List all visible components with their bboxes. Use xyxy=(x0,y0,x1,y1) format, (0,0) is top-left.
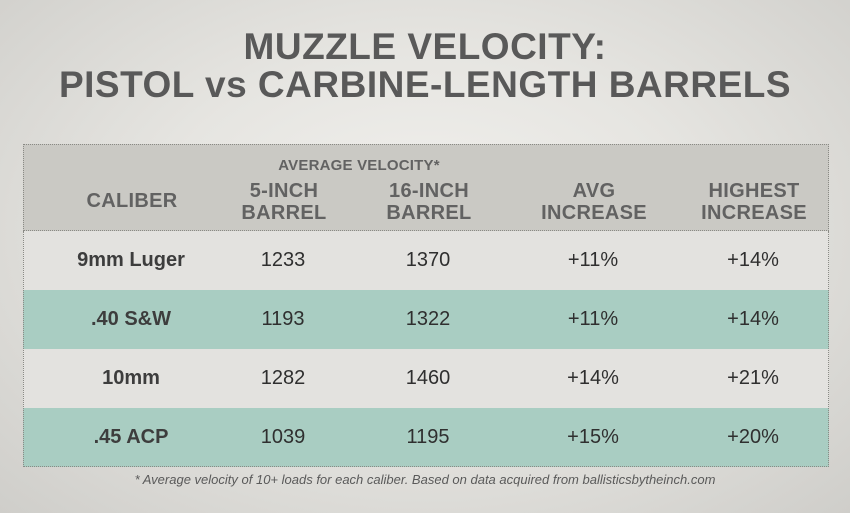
header-avg-increase-line-1: AVG xyxy=(572,180,616,202)
velocity-5-inch-cell: 1193 xyxy=(261,308,305,330)
avg-increase-cell: +11% xyxy=(567,249,619,271)
table-row: 9mm Luger 1233 1370 +11% +14% xyxy=(23,231,829,290)
table-header: AVERAGE VELOCITY* CALIBER 5-INCH BARREL … xyxy=(23,144,829,231)
header-16-inch: 16-INCH BARREL xyxy=(369,180,489,224)
highest-increase-cell: +21% xyxy=(727,367,779,389)
page-title-line-2: PISTOL vs CARBINE-LENGTH BARRELS xyxy=(58,64,792,105)
highest-increase-cell: +14% xyxy=(727,308,779,330)
velocity-5-inch-cell: 1282 xyxy=(260,367,306,389)
caliber-cell: 10mm xyxy=(102,367,160,389)
header-5-inch-line-2: BARREL xyxy=(241,202,327,224)
header-caliber: CALIBER xyxy=(86,190,178,212)
footnote: * Average velocity of 10+ loads for each… xyxy=(134,472,716,487)
header-16-inch-line-2: BARREL xyxy=(386,202,472,224)
velocity-table: AVERAGE VELOCITY* CALIBER 5-INCH BARREL … xyxy=(23,144,829,467)
velocity-16-inch-cell: 1322 xyxy=(405,308,451,330)
highest-increase-cell: +14% xyxy=(727,249,779,271)
table-row: 10mm 1282 1460 +14% +21% xyxy=(23,349,829,408)
header-highest-increase: HIGHEST INCREASE xyxy=(679,180,829,224)
header-group-average-velocity: AVERAGE VELOCITY* xyxy=(278,157,440,174)
caliber-cell: 9mm Luger xyxy=(77,249,185,271)
page-title-line-1: MUZZLE VELOCITY: xyxy=(243,26,607,67)
velocity-16-inch-cell: 1460 xyxy=(405,367,451,389)
highest-increase-cell: +20% xyxy=(727,426,779,448)
velocity-5-inch-cell: 1233 xyxy=(260,249,306,271)
caliber-cell: .40 S&W xyxy=(90,308,172,330)
avg-increase-cell: +14% xyxy=(567,367,619,389)
header-5-inch-line-1: 5-INCH xyxy=(249,180,319,202)
header-highest-increase-line-1: HIGHEST xyxy=(708,180,800,202)
header-16-inch-line-1: 16-INCH xyxy=(389,180,469,202)
avg-increase-cell: +15% xyxy=(567,426,619,448)
avg-increase-cell: +11% xyxy=(567,308,619,330)
header-avg-increase: AVG INCREASE xyxy=(529,180,659,224)
header-highest-increase-line-2: INCREASE xyxy=(701,202,807,224)
header-5-inch: 5-INCH BARREL xyxy=(224,180,344,224)
velocity-16-inch-cell: 1370 xyxy=(405,249,451,271)
table-row: .45 ACP 1039 1195 +15% +20% xyxy=(23,408,829,467)
caliber-cell: .45 ACP xyxy=(93,426,169,448)
velocity-16-inch-cell: 1195 xyxy=(406,426,450,448)
header-avg-increase-line-2: INCREASE xyxy=(541,202,647,224)
velocity-5-inch-cell: 1039 xyxy=(260,426,306,448)
table-row: .40 S&W 1193 1322 +11% +14% xyxy=(23,290,829,349)
